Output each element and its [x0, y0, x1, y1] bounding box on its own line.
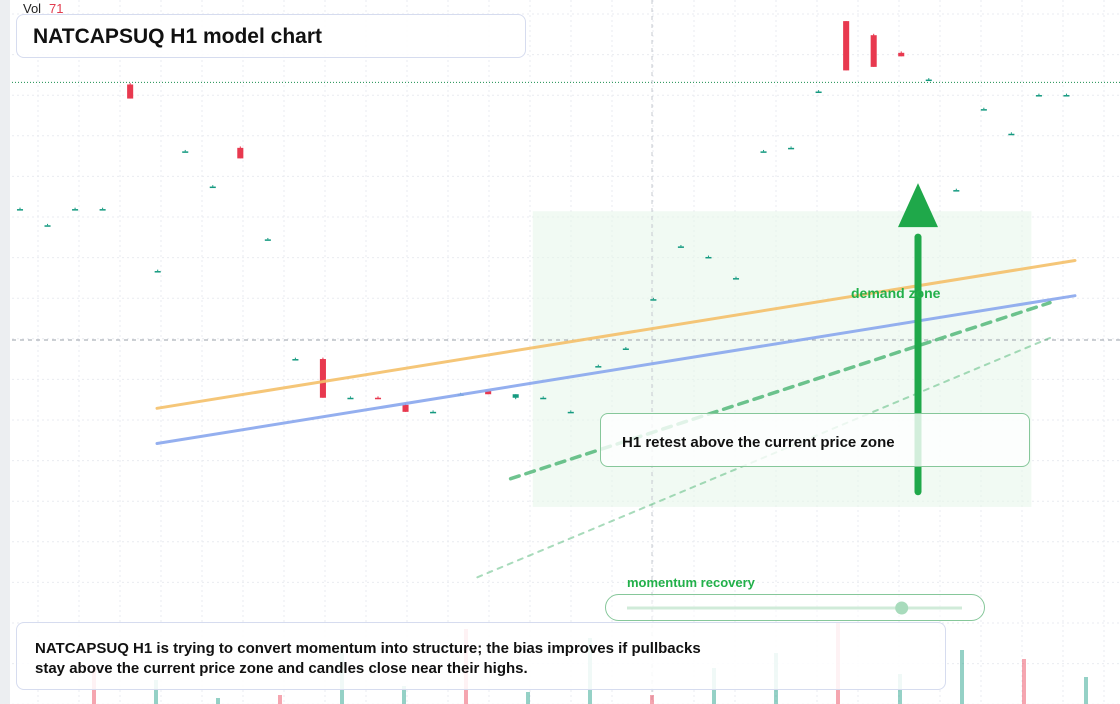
volume-bar — [278, 695, 282, 704]
left-margin-strip — [0, 0, 10, 704]
candle-up — [44, 225, 51, 227]
candle-up — [925, 79, 932, 82]
candle-up — [567, 411, 574, 414]
candle-up — [1063, 95, 1070, 97]
candle-up — [72, 209, 79, 211]
candle-up — [622, 348, 629, 350]
volume-bar — [402, 686, 406, 704]
moving-average-fast — [155, 258, 1077, 410]
candle-up — [99, 209, 106, 211]
candle-up — [677, 246, 684, 248]
candle-up — [209, 186, 216, 189]
retest-callout: H1 retest above the current price zone — [600, 413, 1030, 467]
candle-up — [732, 278, 740, 280]
candle-up — [347, 397, 354, 400]
candle-down — [898, 52, 905, 57]
volume-bar — [526, 692, 530, 704]
candle-up — [760, 151, 767, 153]
candle-up — [292, 359, 299, 361]
volume-value: 71 — [49, 1, 64, 16]
candle-up — [705, 256, 712, 259]
candle-down — [870, 35, 877, 67]
volume-label: Vol — [23, 1, 42, 16]
candle-up — [650, 299, 657, 301]
candle-up — [430, 411, 437, 414]
candle-up — [953, 190, 960, 192]
candle-up — [1035, 95, 1042, 97]
volume-bar — [650, 695, 654, 704]
momentum-label: momentum recovery — [627, 575, 755, 590]
moving-average-slow — [155, 294, 1077, 446]
volume-bar — [1084, 677, 1088, 704]
candle-up — [788, 147, 795, 150]
candle-up — [595, 366, 602, 368]
candle-up — [154, 271, 161, 273]
demand-zone-label: demand zone — [851, 285, 941, 301]
momentum-gauge — [605, 594, 985, 621]
retest-callout-text: H1 retest above the current price zone — [622, 434, 895, 451]
candle-down — [843, 21, 850, 71]
volume-bar — [154, 680, 158, 704]
candle-up — [540, 397, 547, 400]
candle-up — [815, 91, 822, 94]
candle-down — [237, 147, 244, 159]
candle-up — [182, 151, 189, 153]
candle-down — [402, 404, 409, 412]
candle-down — [127, 84, 134, 99]
candle-down — [485, 390, 492, 395]
signal-arrow-head — [898, 183, 938, 228]
candle-up — [16, 209, 24, 211]
volume-bar — [960, 650, 964, 704]
volume-bar — [216, 698, 220, 704]
candle-down — [319, 359, 326, 398]
candle-down — [374, 397, 382, 400]
volume-bar — [1022, 659, 1026, 704]
candle-up — [264, 239, 271, 241]
analysis-note: NATCAPSUQ H1 is trying to convert moment… — [35, 640, 701, 677]
candle-up — [1008, 133, 1015, 136]
candle-up — [512, 394, 519, 398]
title-panel: NATCAPSUQ H1 model chart — [16, 14, 526, 58]
chart-title: NATCAPSUQ H1 model chart — [33, 25, 322, 48]
candle-up — [980, 109, 987, 111]
analysis-note-panel: NATCAPSUQ H1 is trying to convert moment… — [16, 622, 946, 690]
